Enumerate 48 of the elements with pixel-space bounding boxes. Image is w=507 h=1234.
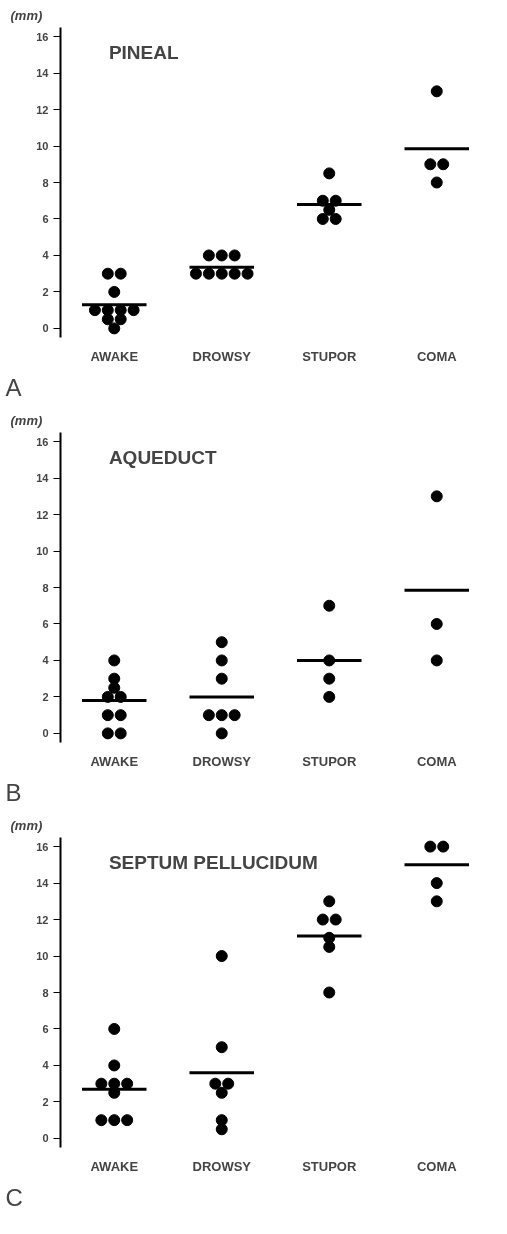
y-tick-label: 8 (42, 176, 49, 189)
y-tick-label: 16 (36, 840, 49, 853)
y-tick-label: 12 (36, 103, 49, 116)
y-tick-label: 12 (36, 913, 49, 926)
y-tick-label: 10 (36, 950, 49, 963)
y-tick-label: 2 (42, 690, 49, 703)
text: AQUEDUCT (108, 446, 217, 468)
x-tick-label: AWAKE (90, 753, 139, 769)
x-tick-label: STUPOR (302, 1158, 357, 1174)
text: PINEAL (108, 41, 179, 63)
x-tick-label: DROWSY (192, 753, 252, 769)
text: B (5, 778, 22, 806)
x-tick-label: STUPOR (302, 753, 357, 769)
x-tick-label: COMA (416, 753, 458, 769)
y-tick-label: 14 (36, 472, 50, 485)
y-tick-label: 2 (42, 1095, 49, 1108)
text: C (5, 1183, 23, 1211)
y-tick-label: 4 (42, 249, 50, 262)
text: A (5, 373, 22, 401)
x-tick-label: AWAKE (90, 348, 139, 364)
x-tick-label: DROWSY (192, 348, 252, 364)
y-tick-label: 8 (42, 986, 49, 999)
text: SEPTUM PELLUCIDUM (108, 851, 318, 873)
y-tick-label: 0 (42, 727, 49, 740)
y-axis-title: (mm) (10, 817, 43, 833)
y-tick-label: 4 (42, 654, 50, 667)
x-tick-label: COMA (416, 1158, 458, 1174)
y-tick-label: 14 (36, 67, 50, 80)
y-tick-label: 6 (42, 212, 49, 225)
y-tick-label: 4 (42, 1059, 50, 1072)
y-tick-label: 6 (42, 1022, 49, 1035)
y-axis-title: (mm) (10, 7, 43, 23)
y-tick-label: 14 (36, 877, 50, 890)
y-tick-label: 12 (36, 508, 49, 521)
y-tick-label: 0 (42, 322, 49, 335)
y-tick-label: 16 (36, 435, 49, 448)
x-tick-label: COMA (416, 348, 458, 364)
y-tick-label: 16 (36, 30, 49, 43)
y-tick-label: 0 (42, 1132, 49, 1145)
x-tick-label: AWAKE (90, 1158, 139, 1174)
y-axis-title: (mm) (10, 412, 43, 428)
y-tick-label: 8 (42, 581, 49, 594)
y-tick-label: 10 (36, 140, 49, 153)
y-tick-label: 6 (42, 617, 49, 630)
y-tick-label: 10 (36, 545, 49, 558)
x-tick-label: STUPOR (302, 348, 357, 364)
y-tick-label: 2 (42, 285, 49, 298)
x-tick-label: DROWSY (192, 1158, 252, 1174)
